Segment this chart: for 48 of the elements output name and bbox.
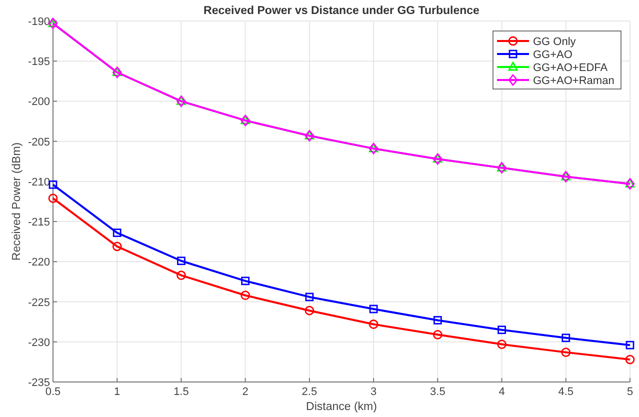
point (562, 334, 570, 342)
x-tick-label: 4.5 (558, 386, 574, 398)
point (176, 270, 186, 280)
x-tick-label: 1.5 (174, 386, 189, 398)
x-tick-label: 4 (498, 386, 505, 398)
y-tick-label: -205 (28, 136, 50, 148)
point (369, 304, 378, 314)
x-tick-label: 2.5 (302, 386, 318, 398)
y-tick-label: -195 (28, 56, 50, 68)
y-tick-label: -220 (28, 256, 50, 269)
point (498, 326, 506, 334)
x-tick-label: 3.5 (430, 386, 446, 398)
point (433, 316, 442, 324)
y-tick-label: -200 (28, 96, 50, 108)
y-tick-label: -225 (28, 296, 50, 309)
point (497, 340, 506, 349)
point (305, 292, 314, 302)
point (112, 228, 122, 237)
point (48, 194, 58, 203)
point (48, 180, 58, 189)
y-tick-label: -230 (28, 336, 50, 349)
point (240, 290, 250, 300)
point (177, 256, 186, 266)
point (626, 340, 634, 350)
point (368, 320, 378, 329)
point (176, 96, 186, 105)
legend-label: GG Only (533, 36, 576, 48)
y-tick-label: -215 (28, 216, 50, 229)
point (625, 354, 635, 364)
point (497, 162, 506, 174)
point (432, 330, 442, 340)
point (304, 306, 314, 316)
x-tick-label: 2 (242, 386, 248, 398)
y-tick-label: -235 (28, 377, 50, 389)
point (561, 348, 571, 358)
legend-label: GG+AO (533, 49, 573, 61)
x-tick-label: 0.5 (45, 386, 61, 398)
x-tick-label: 5 (626, 386, 634, 398)
legend-label: GG+AO+EDFA (533, 62, 608, 74)
point (112, 242, 122, 252)
chart-title: Received Power vs Distance under GG Turbulence (204, 5, 480, 17)
legend-label: GG+AO+Raman (533, 75, 614, 87)
x-axis-title: Distance (km) (306, 401, 378, 413)
y-axis-title: Received Power (dBm) (11, 142, 23, 261)
y-tick-label: -190 (28, 16, 50, 28)
x-tick-label: 1 (114, 386, 120, 398)
x-tick-label: 3 (370, 386, 377, 398)
point (241, 276, 250, 286)
